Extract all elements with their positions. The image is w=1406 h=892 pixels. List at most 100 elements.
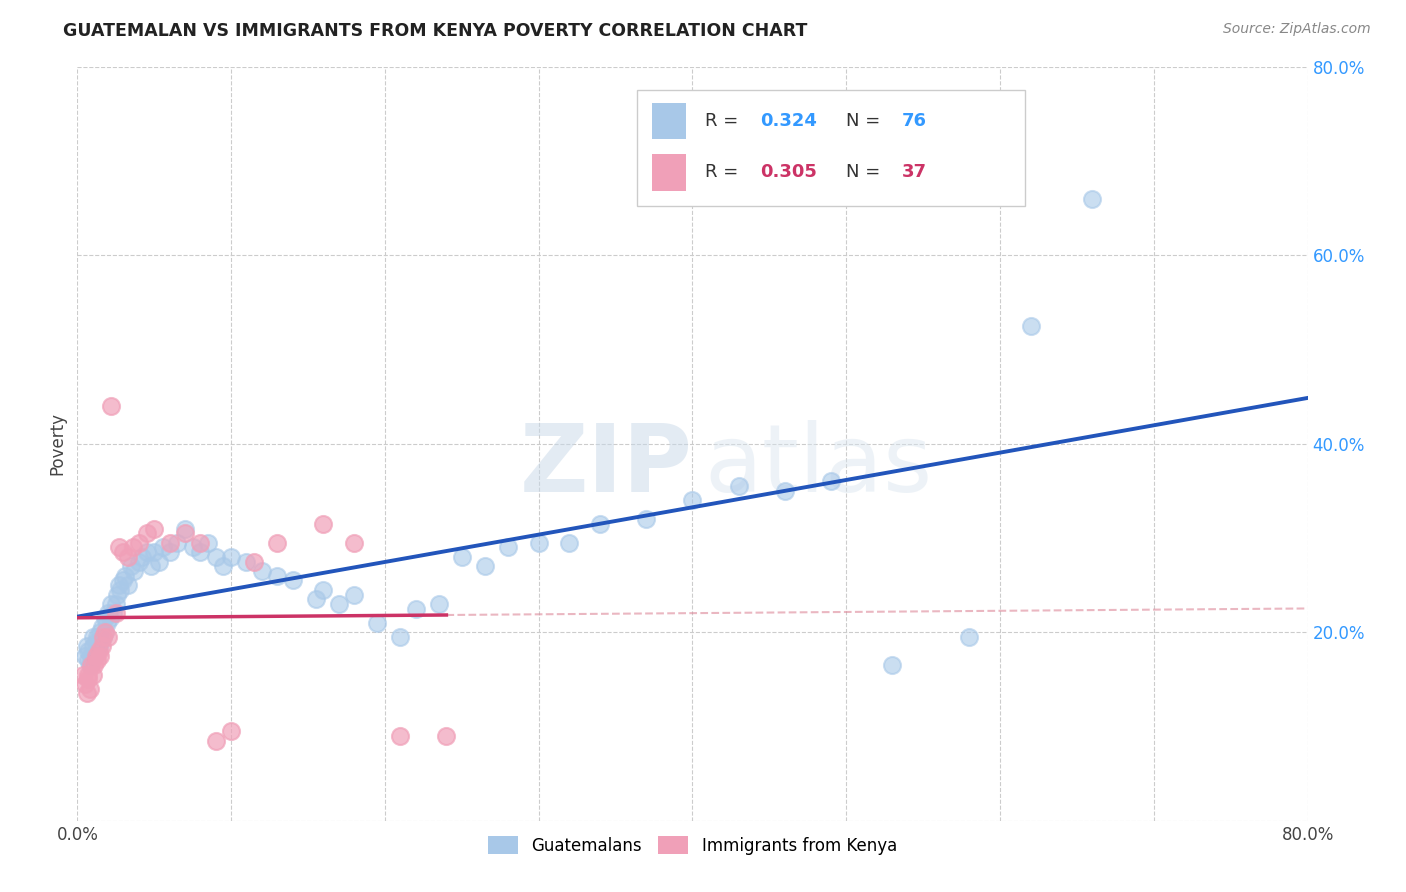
- Y-axis label: Poverty: Poverty: [48, 412, 66, 475]
- Point: [86, 630, 108, 644]
- Point: [204, 549, 226, 564]
- Point: [436, 729, 458, 743]
- Point: [89, 634, 111, 648]
- Point: [110, 582, 132, 597]
- FancyBboxPatch shape: [637, 89, 1025, 206]
- Point: [957, 630, 980, 644]
- Point: [405, 601, 427, 615]
- Point: [80, 658, 103, 673]
- Point: [79, 681, 101, 696]
- Text: 0.305: 0.305: [761, 163, 817, 181]
- Point: [558, 535, 581, 549]
- Point: [389, 630, 412, 644]
- Point: [120, 559, 142, 574]
- Point: [89, 625, 111, 640]
- Point: [197, 535, 219, 549]
- Point: [93, 630, 115, 644]
- Point: [90, 640, 114, 654]
- Point: [266, 535, 288, 549]
- Point: [188, 535, 212, 549]
- Point: [141, 559, 163, 574]
- Point: [82, 630, 104, 644]
- Point: [76, 686, 98, 700]
- Text: 0.324: 0.324: [761, 112, 817, 130]
- Point: [219, 724, 242, 739]
- Point: [83, 648, 105, 663]
- Point: [527, 535, 550, 549]
- Point: [94, 611, 117, 625]
- Point: [87, 644, 110, 658]
- Point: [135, 526, 157, 541]
- Point: [77, 644, 100, 658]
- Point: [97, 630, 120, 644]
- Point: [727, 479, 749, 493]
- Point: [104, 607, 127, 621]
- Point: [305, 592, 328, 607]
- Text: R =: R =: [704, 163, 744, 181]
- Point: [90, 620, 114, 634]
- Point: [143, 522, 166, 536]
- Point: [1019, 318, 1042, 333]
- Point: [122, 564, 145, 578]
- Point: [77, 667, 100, 681]
- Point: [86, 653, 108, 667]
- Legend: Guatemalans, Immigrants from Kenya: Guatemalans, Immigrants from Kenya: [481, 830, 904, 862]
- Point: [77, 673, 100, 687]
- Point: [94, 625, 117, 640]
- Point: [117, 578, 139, 592]
- FancyBboxPatch shape: [652, 103, 686, 139]
- Point: [117, 549, 139, 564]
- Text: Source: ZipAtlas.com: Source: ZipAtlas.com: [1223, 22, 1371, 37]
- Point: [389, 729, 412, 743]
- Point: [114, 568, 136, 582]
- Point: [121, 541, 143, 555]
- Point: [108, 578, 131, 592]
- Point: [589, 516, 612, 531]
- Point: [84, 648, 107, 663]
- Point: [204, 733, 226, 747]
- Point: [474, 559, 496, 574]
- Text: atlas: atlas: [704, 420, 934, 512]
- Point: [152, 541, 174, 555]
- Point: [98, 611, 121, 625]
- Point: [82, 667, 104, 681]
- Text: N =: N =: [846, 112, 886, 130]
- Point: [82, 640, 104, 654]
- Point: [89, 648, 111, 663]
- Text: N =: N =: [846, 163, 886, 181]
- Point: [496, 541, 519, 555]
- Text: ZIP: ZIP: [520, 420, 693, 512]
- Point: [427, 597, 450, 611]
- Point: [281, 574, 304, 588]
- Point: [882, 658, 904, 673]
- Point: [135, 545, 157, 559]
- Point: [250, 564, 273, 578]
- Point: [159, 545, 181, 559]
- Point: [1081, 192, 1104, 206]
- Point: [128, 555, 150, 569]
- Point: [450, 549, 472, 564]
- Point: [73, 677, 96, 691]
- Point: [343, 588, 366, 602]
- Point: [77, 653, 100, 667]
- Point: [97, 607, 120, 621]
- Point: [212, 559, 235, 574]
- FancyBboxPatch shape: [652, 154, 686, 191]
- Point: [108, 541, 131, 555]
- Text: 76: 76: [901, 112, 927, 130]
- Point: [112, 574, 135, 588]
- Point: [76, 640, 98, 654]
- Point: [83, 658, 105, 673]
- Point: [100, 597, 122, 611]
- Text: R =: R =: [704, 112, 744, 130]
- Point: [188, 545, 212, 559]
- Point: [366, 615, 388, 630]
- Text: 37: 37: [901, 163, 927, 181]
- Point: [104, 597, 127, 611]
- Point: [79, 658, 101, 673]
- Point: [112, 545, 135, 559]
- Point: [343, 535, 366, 549]
- Point: [235, 555, 257, 569]
- Point: [128, 535, 150, 549]
- Point: [312, 516, 335, 531]
